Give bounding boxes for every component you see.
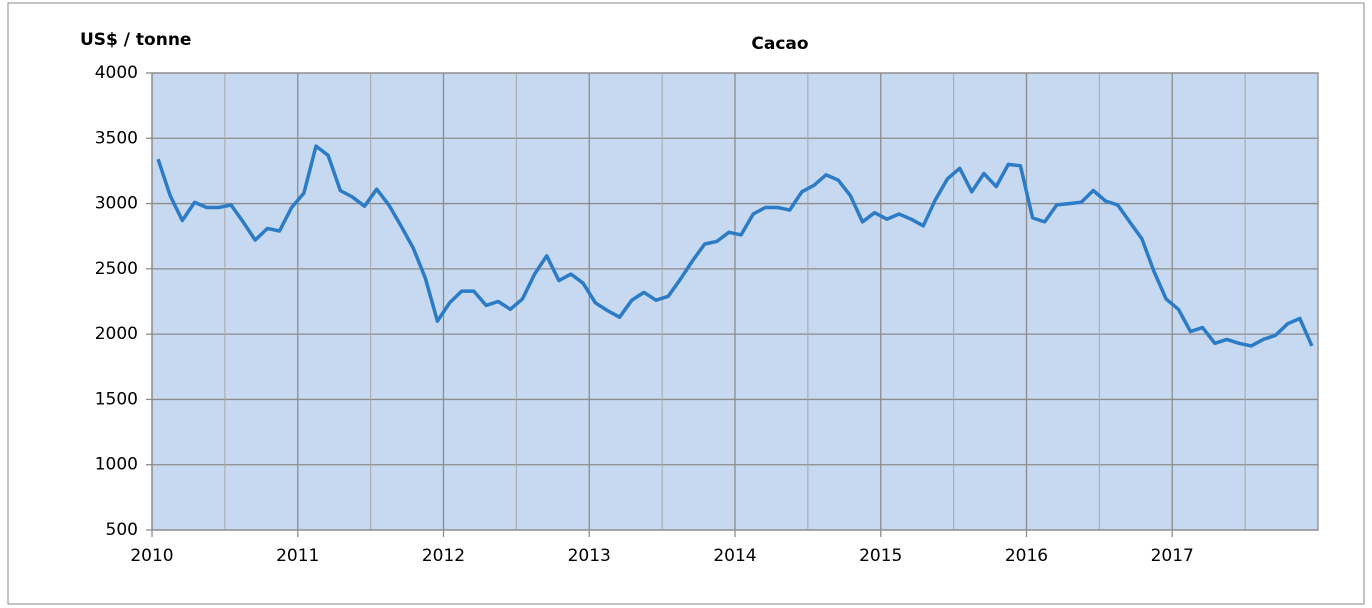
x-tick-label: 2014 <box>713 546 756 566</box>
price-line <box>156 144 1314 348</box>
x-tick-label: 2015 <box>859 546 902 566</box>
y-tick-label: 4000 <box>95 63 138 83</box>
x-tick-label: 2010 <box>130 546 173 566</box>
y-tick-label: 1500 <box>95 389 138 409</box>
y-axis-label: US$ / tonne <box>80 30 191 50</box>
x-tick-label: 2012 <box>422 546 465 566</box>
y-tick-label: 1000 <box>95 455 138 475</box>
y-tick-label: 2500 <box>95 259 138 279</box>
x-tick-label: 2016 <box>1005 546 1048 566</box>
y-tick-label: 3000 <box>95 194 138 214</box>
y-tick-label: 500 <box>106 520 138 540</box>
plot-border <box>151 72 1319 531</box>
y-tick-label: 2000 <box>95 324 138 344</box>
chart-title: Cacao <box>751 34 808 54</box>
x-tick-label: 2013 <box>568 546 611 566</box>
x-tick-label: 2017 <box>1151 546 1194 566</box>
y-tick-label: 3500 <box>95 128 138 148</box>
x-tick-label: 2011 <box>276 546 319 566</box>
